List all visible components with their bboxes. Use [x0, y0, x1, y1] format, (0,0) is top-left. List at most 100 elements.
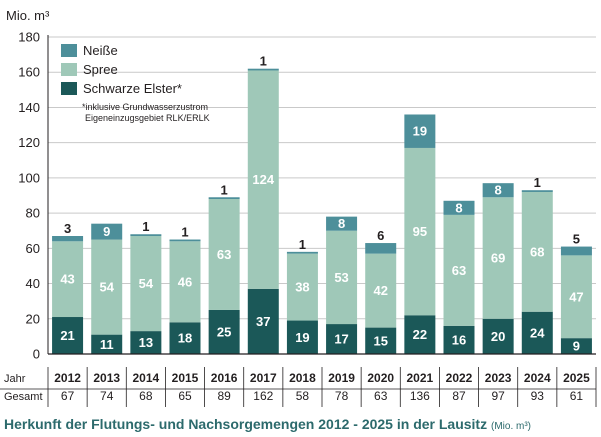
y-tick-label: 140: [18, 100, 40, 115]
data-label: 8: [338, 216, 345, 231]
data-label: 13: [139, 335, 153, 350]
bar-segment: [247, 288, 279, 354]
bar-segment: [560, 255, 592, 339]
gridlines: [48, 36, 596, 320]
data-label: 43: [60, 272, 74, 287]
total-value: 67: [61, 389, 75, 403]
data-label: 1: [260, 54, 267, 69]
bar-segment: [169, 241, 201, 323]
chart-title-text: Herkunft der Flutungs- und Nachsorgemeng…: [4, 416, 488, 432]
legend-label: Spree: [83, 62, 118, 77]
data-label: 38: [295, 280, 309, 295]
data-label: 21: [60, 328, 74, 343]
bar-segment: [208, 197, 240, 200]
data-label: 63: [452, 263, 466, 278]
x-tick-label: 2018: [289, 371, 316, 385]
y-tick-label: 20: [26, 311, 40, 326]
total-value: 63: [374, 389, 388, 403]
bar-segment: [365, 253, 397, 328]
legend: Neiße Spree Schwarze Elster* *inklusive Gru…: [61, 43, 210, 123]
bar-segment: [91, 239, 123, 335]
x-tick-label: 2019: [328, 371, 355, 385]
bar-segment: [326, 230, 358, 325]
bar-segment: [482, 318, 514, 354]
data-label: 1: [221, 182, 228, 197]
total-value: 136: [410, 389, 430, 403]
bar-segment: [247, 68, 279, 71]
y-tick-label: 60: [26, 241, 40, 256]
data-table: Jahr Gesamt 2012 67 2013 74 2014 68 2015 65 2016 89…: [0, 367, 597, 407]
legend-swatch: [61, 44, 77, 57]
bar-segment: [443, 325, 475, 354]
x-tick-label: 2024: [524, 371, 551, 385]
y-tick-label: 180: [18, 30, 40, 45]
total-value: 162: [253, 389, 273, 403]
y-tick-label: 120: [18, 135, 40, 150]
x-tick-label: 2016: [211, 371, 238, 385]
data-label: 9: [103, 224, 110, 239]
data-label: 19: [413, 124, 427, 139]
bar-segment: [326, 216, 358, 231]
data-label: 1: [142, 219, 149, 234]
x-tick-label: 2023: [485, 371, 512, 385]
chart-title: Herkunft der Flutungs- und Nachsorgemeng…: [4, 416, 531, 432]
data-label: 1: [181, 225, 188, 240]
bar-segment: [130, 234, 162, 237]
legend-label: Schwarze Elster*: [83, 81, 182, 96]
bar-segment: [169, 322, 201, 354]
legend-swatch: [61, 82, 77, 95]
data-label: 15: [373, 333, 387, 348]
y-tick-label: 80: [26, 206, 40, 221]
total-value: 74: [100, 389, 114, 403]
y-axis-unit-label: Mio. m³: [6, 8, 50, 23]
total-value: 93: [531, 389, 545, 403]
data-label: 25: [217, 324, 231, 339]
x-tick-label: 2017: [250, 371, 277, 385]
data-label: 6: [377, 228, 384, 243]
bar-segment: [130, 236, 162, 332]
bar-segment: [208, 199, 240, 310]
y-tick-label: 160: [18, 65, 40, 80]
data-label: 19: [295, 330, 309, 345]
row-label-total: Gesamt: [4, 391, 43, 403]
bar-segment: [365, 327, 397, 354]
bar-segment: [443, 200, 475, 215]
bar-segment: [482, 197, 514, 319]
bar-segment: [560, 338, 592, 354]
total-value: 87: [452, 389, 466, 403]
bar-segment: [404, 147, 436, 316]
data-label: 8: [455, 200, 462, 215]
data-label: 53: [334, 270, 348, 285]
bar-segment: [326, 324, 358, 354]
data-label: 20: [491, 329, 505, 344]
bar-segment: [443, 214, 475, 326]
bar-segment: [521, 190, 553, 192]
data-label: 63: [217, 247, 231, 262]
legend-swatch: [61, 63, 77, 76]
total-value: 89: [217, 389, 231, 403]
data-label: 1: [534, 175, 541, 190]
y-tick-label: 0: [33, 347, 40, 362]
legend-label: Neiße: [83, 43, 118, 58]
total-value: 58: [296, 389, 310, 403]
data-label: 18: [178, 331, 192, 346]
bar-segment: [208, 309, 240, 354]
bar-segment: [404, 114, 436, 148]
data-label: 54: [99, 280, 114, 295]
bar-segment: [560, 246, 592, 256]
data-label: 22: [413, 327, 427, 342]
x-tick-label: 2020: [367, 371, 394, 385]
bar-segment: [286, 320, 318, 354]
bar-segment: [247, 70, 279, 289]
row-label-year: Jahr: [4, 373, 26, 385]
chart-title-unit: (Mio. m³): [491, 421, 531, 432]
total-value: 61: [570, 389, 584, 403]
bar-segment: [52, 241, 84, 318]
bar-segment: [521, 311, 553, 354]
data-label: 69: [491, 251, 505, 266]
bar-segment: [91, 334, 123, 354]
data-label: 124: [252, 172, 274, 187]
bar-segment: [521, 191, 553, 312]
x-tick-label: 2022: [446, 371, 473, 385]
